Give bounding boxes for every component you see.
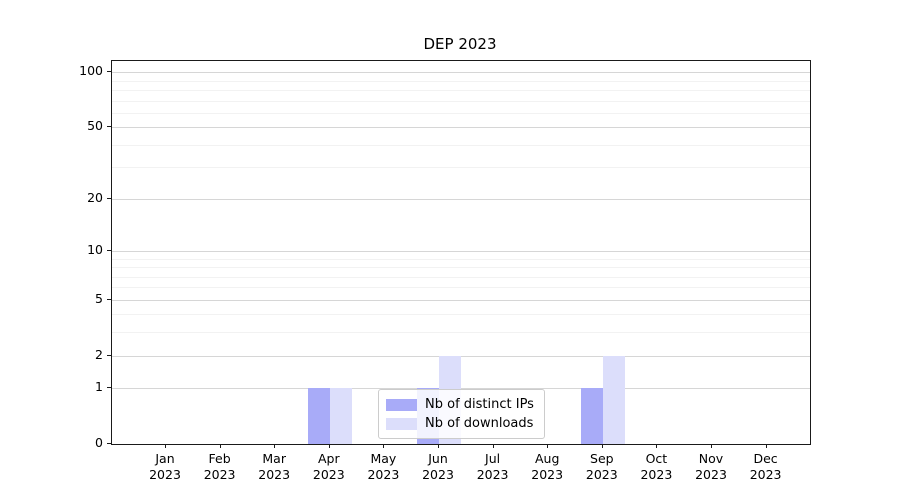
x-tick-year: 2023 <box>695 467 727 482</box>
gridline-major <box>112 299 810 301</box>
x-tick-mark <box>547 444 549 448</box>
gridline-major <box>112 72 810 74</box>
x-tick-month: Dec <box>753 451 778 466</box>
x-tick-year: 2023 <box>422 467 454 482</box>
x-tick-year: 2023 <box>749 467 782 482</box>
y-tick-mark <box>107 387 111 389</box>
x-tick-month: Apr <box>317 451 340 466</box>
x-tick-month: Feb <box>208 451 231 466</box>
y-tick-label: 10 <box>87 241 103 257</box>
gridline-minor <box>112 112 810 114</box>
x-tick-label: Jul 2023 <box>458 451 528 483</box>
x-tick-year: 2023 <box>640 467 673 482</box>
y-tick-label: 50 <box>87 118 103 134</box>
gridline-minor <box>112 80 810 82</box>
x-tick-mark <box>656 444 658 448</box>
x-tick-year: 2023 <box>531 467 564 482</box>
legend-swatch-distinct-ips <box>386 398 417 411</box>
y-tick-mark <box>107 298 111 300</box>
x-tick-label: May 2023 <box>348 451 418 483</box>
x-tick-label: Aug 2023 <box>512 451 582 483</box>
bar-nb-of-distinct-ips <box>580 388 603 444</box>
gridline-minor <box>112 89 810 91</box>
x-tick-mark <box>438 444 439 448</box>
y-tick-label: 2 <box>95 346 103 362</box>
bar-nb-of-downloads <box>329 388 352 444</box>
y-tick-mark <box>107 443 111 444</box>
x-tick-month: Aug <box>534 451 560 466</box>
legend-item-distinct-ips: Nb of distinct IPs <box>386 395 534 414</box>
gridline-minor <box>112 287 810 289</box>
x-tick-mark <box>274 444 276 448</box>
y-tick-label: 1 <box>95 379 103 395</box>
legend-label-distinct-ips: Nb of distinct IPs <box>425 397 534 412</box>
gridline-minor <box>112 267 810 268</box>
x-tick-year: 2023 <box>203 467 236 482</box>
x-tick-mark <box>492 444 494 448</box>
x-tick-month: Oct <box>645 451 668 466</box>
gridline-major <box>112 127 810 129</box>
x-tick-label: Mar 2023 <box>239 451 309 483</box>
x-tick-year: 2023 <box>258 467 291 482</box>
y-tick-label: 5 <box>95 290 103 306</box>
y-tick-mark <box>107 71 111 73</box>
gridline-major <box>112 198 810 200</box>
x-tick-mark <box>765 444 767 448</box>
gridline-minor <box>112 144 810 146</box>
bar-nb-of-distinct-ips <box>307 388 330 444</box>
gridline-minor <box>112 167 810 169</box>
x-tick-year: 2023 <box>476 467 509 482</box>
x-tick-year: 2023 <box>367 467 400 482</box>
gridline-minor <box>112 276 810 278</box>
y-tick-mark <box>107 197 111 199</box>
x-tick-label: Jan 2023 <box>130 451 200 483</box>
x-tick-mark <box>601 444 603 448</box>
chart-title: DEP 2023 <box>423 35 497 53</box>
x-tick-month: May <box>370 451 397 466</box>
legend-swatch-downloads <box>386 417 417 430</box>
y-tick-label: 0 <box>95 435 103 450</box>
x-tick-mark <box>383 444 385 448</box>
gridline-minor <box>112 100 810 102</box>
gridline-minor <box>112 314 810 316</box>
y-tick-mark <box>107 354 111 356</box>
x-tick-label: Sep 2023 <box>567 451 637 483</box>
x-tick-month: Jul <box>485 451 501 466</box>
x-tick-month: Jun <box>428 451 448 466</box>
legend-item-downloads: Nb of downloads <box>386 414 534 433</box>
x-tick-year: 2023 <box>149 467 181 482</box>
bar-nb-of-downloads <box>602 355 625 444</box>
gridline-major <box>112 355 810 357</box>
x-tick-label: Apr 2023 <box>294 451 364 483</box>
x-tick-month: Sep <box>590 451 614 466</box>
legend-label-downloads: Nb of downloads <box>425 416 534 431</box>
x-tick-year: 2023 <box>312 467 345 482</box>
y-tick-label: 20 <box>87 189 103 205</box>
x-tick-month: Nov <box>698 451 724 466</box>
x-tick-label: Dec 2023 <box>731 451 801 483</box>
x-tick-month: Jan <box>155 451 175 466</box>
x-tick-year: 2023 <box>585 467 618 482</box>
x-tick-label: Oct 2023 <box>621 451 691 483</box>
x-tick-month: Mar <box>262 451 286 466</box>
x-tick-mark <box>219 444 221 448</box>
x-tick-mark <box>711 444 712 448</box>
legend: Nb of distinct IPs Nb of downloads <box>378 389 545 439</box>
y-tick-label: 100 <box>79 63 103 79</box>
gridline-minor <box>112 258 810 260</box>
x-tick-mark <box>165 444 166 448</box>
gridline-minor <box>112 332 810 334</box>
x-tick-label: Nov 2023 <box>676 451 746 483</box>
y-tick-mark <box>107 126 111 128</box>
gridline-major <box>112 388 810 390</box>
x-tick-mark <box>328 444 330 448</box>
x-tick-label: Jun 2023 <box>403 451 473 483</box>
x-tick-label: Feb 2023 <box>185 451 255 483</box>
plot-area <box>111 60 811 445</box>
y-tick-mark <box>107 249 111 251</box>
gridline-major <box>112 250 810 252</box>
